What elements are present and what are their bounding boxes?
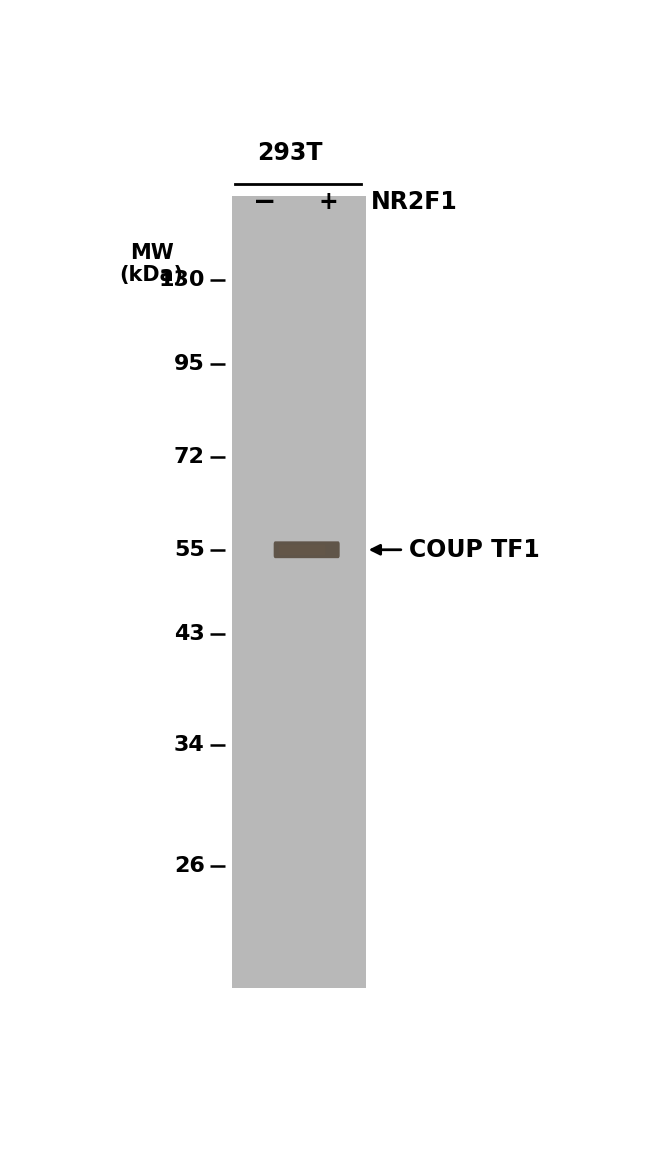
Text: −: − bbox=[254, 187, 277, 216]
Text: 26: 26 bbox=[174, 856, 205, 876]
Text: 130: 130 bbox=[158, 270, 205, 290]
FancyBboxPatch shape bbox=[280, 545, 325, 555]
Text: NR2F1: NR2F1 bbox=[371, 190, 458, 214]
Text: 95: 95 bbox=[174, 354, 205, 374]
Text: 55: 55 bbox=[174, 539, 205, 560]
Text: 293T: 293T bbox=[257, 140, 323, 164]
Text: MW: MW bbox=[130, 243, 174, 263]
Text: 72: 72 bbox=[174, 447, 205, 467]
Text: 43: 43 bbox=[174, 624, 205, 644]
Text: 34: 34 bbox=[174, 735, 205, 754]
Bar bbox=[233, 196, 366, 988]
Text: (kDa): (kDa) bbox=[120, 266, 184, 285]
FancyBboxPatch shape bbox=[274, 542, 340, 558]
Text: +: + bbox=[318, 190, 338, 214]
Text: COUP TF1: COUP TF1 bbox=[409, 538, 540, 561]
